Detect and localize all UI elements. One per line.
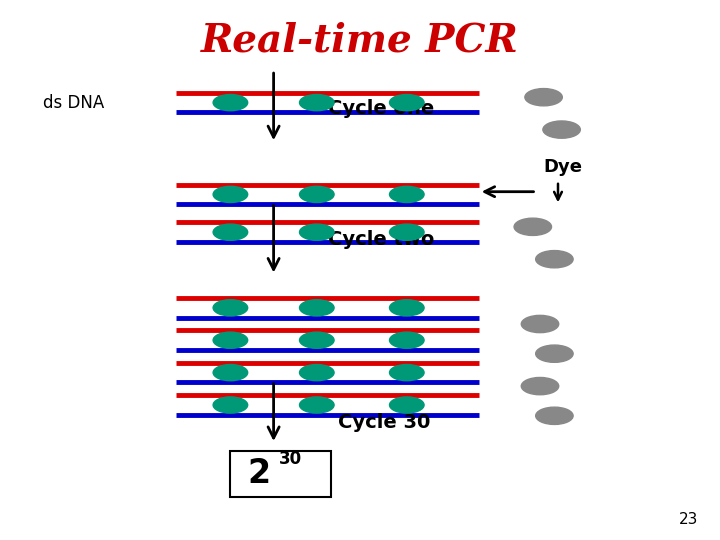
Text: 2: 2 [247, 457, 270, 490]
Ellipse shape [390, 94, 424, 111]
Text: Cycle 30: Cycle 30 [338, 413, 431, 432]
Ellipse shape [536, 345, 573, 362]
Ellipse shape [536, 407, 573, 424]
Text: Cycle two: Cycle two [328, 230, 434, 249]
Ellipse shape [525, 89, 562, 106]
Ellipse shape [521, 377, 559, 395]
Ellipse shape [390, 397, 424, 413]
Ellipse shape [300, 364, 334, 381]
Ellipse shape [213, 94, 248, 111]
Ellipse shape [390, 186, 424, 202]
Text: Real-time PCR: Real-time PCR [201, 22, 519, 59]
Ellipse shape [514, 218, 552, 235]
Ellipse shape [300, 94, 334, 111]
FancyBboxPatch shape [230, 451, 331, 497]
Ellipse shape [213, 397, 248, 413]
Ellipse shape [300, 186, 334, 202]
Ellipse shape [390, 364, 424, 381]
Text: Dye: Dye [544, 158, 582, 176]
Ellipse shape [213, 186, 248, 202]
Ellipse shape [536, 251, 573, 268]
Text: 30: 30 [279, 450, 302, 468]
Ellipse shape [300, 300, 334, 316]
Text: Cycle one: Cycle one [328, 98, 434, 118]
Ellipse shape [300, 332, 334, 348]
Ellipse shape [543, 121, 580, 138]
Text: ds DNA: ds DNA [43, 93, 104, 112]
Ellipse shape [300, 224, 334, 240]
Text: 23: 23 [679, 511, 698, 526]
Ellipse shape [213, 364, 248, 381]
Ellipse shape [390, 332, 424, 348]
Ellipse shape [213, 300, 248, 316]
Ellipse shape [521, 315, 559, 333]
Ellipse shape [390, 300, 424, 316]
Ellipse shape [390, 224, 424, 240]
Ellipse shape [300, 397, 334, 413]
Ellipse shape [213, 224, 248, 240]
Ellipse shape [213, 332, 248, 348]
